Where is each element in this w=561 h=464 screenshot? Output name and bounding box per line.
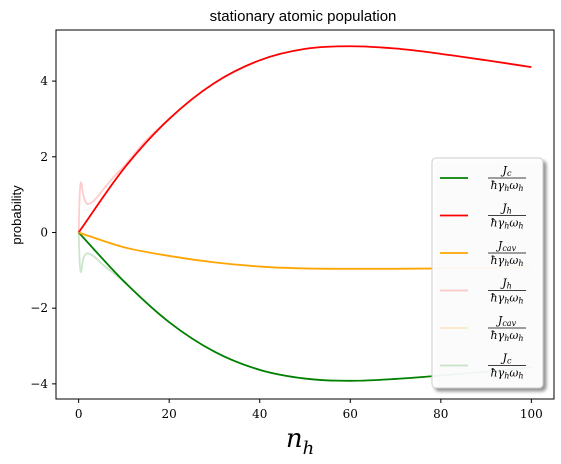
x-tick-label: 40 <box>252 407 267 421</box>
x-axis-label-main: nh <box>286 424 314 459</box>
plot-area: 0 20 40 60 80 100 −4 −2 0 2 4 <box>30 29 555 421</box>
legend: JcħγhωhJhħγhωhJcavħγhωhJhħγhωhJcavħγhωhJ… <box>431 157 544 389</box>
legend-denominator: ħγhωh <box>491 217 524 231</box>
x-tick-label: 0 <box>75 407 83 421</box>
legend-numerator: Jc <box>501 352 512 366</box>
legend-numerator: Jc <box>501 164 512 178</box>
x-tick-label: 60 <box>343 407 358 421</box>
y-tick-label: 4 <box>40 74 48 88</box>
legend-denominator: ħγhωh <box>491 179 524 193</box>
x-tick-label: 100 <box>520 407 543 421</box>
legend-numerator: Jh <box>500 277 512 291</box>
legend-denominator: ħγhωh <box>491 367 524 381</box>
series-line-5 <box>77 232 170 323</box>
legend-denominator: ħγhωh <box>491 254 524 268</box>
x-axis-label: nh <box>286 424 314 459</box>
chart-title: stationary atomic population <box>210 8 397 25</box>
x-tick-label: 80 <box>433 407 448 421</box>
x-tick-label: 20 <box>162 407 177 421</box>
y-axis-label: probability <box>9 185 24 245</box>
series-line-3 <box>77 118 170 233</box>
plot-frame <box>55 29 555 400</box>
y-tick-label: −4 <box>30 377 48 391</box>
y-tick-label: 2 <box>40 150 48 164</box>
x-axis-label-subscript: h <box>303 438 315 459</box>
legend-numerator: Jh <box>500 202 512 216</box>
series-line-1 <box>77 45 532 233</box>
series-line-4 <box>78 231 102 241</box>
tick-layer: 0 20 40 60 80 100 −4 −2 0 2 4 <box>30 74 543 421</box>
legend-denominator: ħγhωh <box>491 329 524 343</box>
legend-box <box>431 157 544 389</box>
y-tick-label: −2 <box>30 301 48 315</box>
legend-denominator: ħγhωh <box>491 292 524 306</box>
y-tick-label: 0 <box>40 225 48 239</box>
